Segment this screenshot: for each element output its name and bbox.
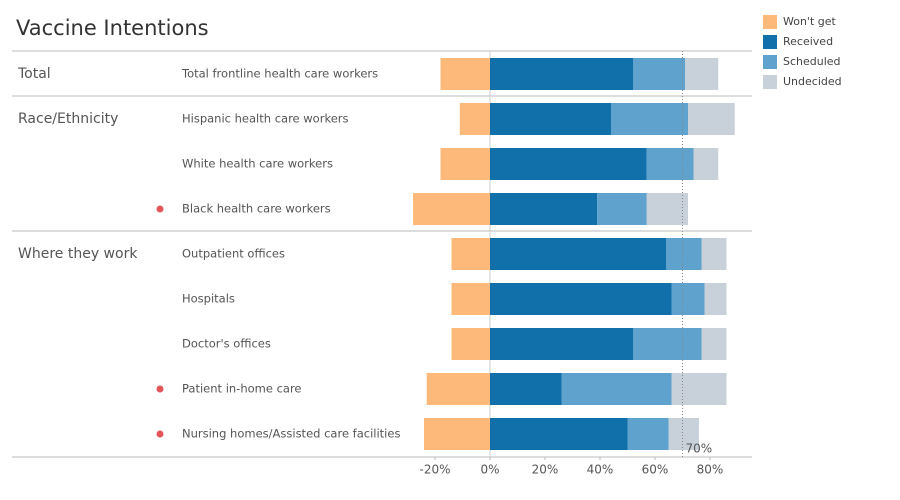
legend-swatch <box>763 55 777 69</box>
category-label: Nursing homes/Assisted care facilities <box>182 427 400 441</box>
bar-segment <box>704 283 727 315</box>
bar-segment <box>561 373 672 405</box>
x-tick-label: 20% <box>532 463 559 477</box>
x-tick-label: 0% <box>480 463 499 477</box>
bar-segment <box>646 193 688 225</box>
bar-segment <box>451 238 490 270</box>
bar-segment <box>597 193 647 225</box>
legend-swatch <box>763 35 777 49</box>
bar-segment <box>688 103 735 135</box>
bar-segment <box>426 373 490 405</box>
bar-segment <box>440 58 490 90</box>
bar-segment <box>646 148 694 180</box>
bar-segment <box>490 283 672 315</box>
bar-segment <box>413 193 490 225</box>
category-label: Patient in-home care <box>182 382 302 396</box>
bar-segment <box>490 148 647 180</box>
highlight-dot <box>156 385 164 393</box>
bar-segment <box>633 58 686 90</box>
group-label: Where they work <box>18 246 138 262</box>
bar-segment <box>490 238 666 270</box>
x-tick-label: 60% <box>642 463 669 477</box>
bar-segment <box>671 373 727 405</box>
legend-label: Received <box>783 35 833 48</box>
legend-swatch <box>763 15 777 29</box>
bar-segment <box>451 283 490 315</box>
bar-segment <box>490 58 633 90</box>
bar-segment <box>668 418 699 450</box>
reference-label: 70% <box>686 442 713 456</box>
chart-title: Vaccine Intentions <box>16 16 209 40</box>
group-label: Race/Ethnicity <box>18 111 118 127</box>
bar-segment <box>671 283 705 315</box>
legend-label: Undecided <box>783 75 842 88</box>
x-tick-label: 40% <box>587 463 614 477</box>
bar-segment <box>701 238 727 270</box>
highlight-dot <box>156 205 164 213</box>
category-label: Hispanic health care workers <box>182 112 349 126</box>
legend-label: Scheduled <box>783 55 841 68</box>
bar-segment <box>490 373 562 405</box>
bar-segment <box>627 418 669 450</box>
category-label: Black health care workers <box>182 202 331 216</box>
category-label: Hospitals <box>182 292 235 306</box>
legend-label: Won't get <box>783 15 837 28</box>
bar-segment <box>666 238 702 270</box>
group-label: Total <box>17 66 51 82</box>
bar-segment <box>693 148 719 180</box>
bar-segment <box>459 103 490 135</box>
category-label: Total frontline health care workers <box>181 67 378 81</box>
bar-segment <box>685 58 719 90</box>
highlight-dot <box>156 430 164 438</box>
bar-segment <box>440 148 490 180</box>
bar-segment <box>490 103 611 135</box>
x-tick-label: -20% <box>419 463 450 477</box>
bar-segment <box>633 328 702 360</box>
bar-segment <box>490 193 598 225</box>
bar-segment <box>701 328 727 360</box>
category-label: Outpatient offices <box>182 247 285 261</box>
bar-segment <box>611 103 688 135</box>
bar-segment <box>451 328 490 360</box>
category-label: Doctor's offices <box>182 337 271 351</box>
legend-swatch <box>763 75 777 89</box>
x-tick-label: 80% <box>697 463 724 477</box>
category-label: White health care workers <box>182 157 333 171</box>
bar-segment <box>424 418 490 450</box>
bar-segment <box>490 418 628 450</box>
bar-segment <box>490 328 633 360</box>
